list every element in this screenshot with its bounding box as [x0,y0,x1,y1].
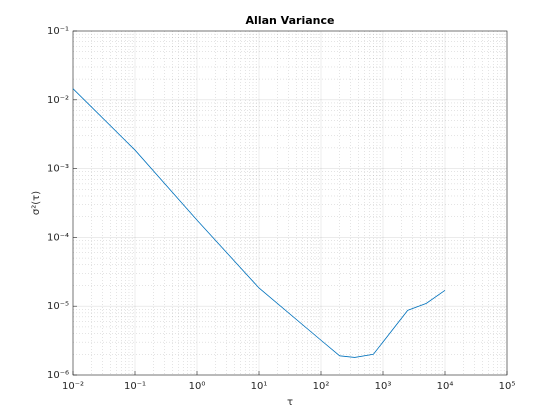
y-tick-label: 10⁻⁶ [47,370,69,381]
y-tick-label: 10⁻⁵ [47,301,69,312]
x-tick-label: 10⁴ [437,381,454,392]
x-tick-label: 10¹ [251,381,268,392]
line-series [72,88,446,358]
x-tick-label: 10² [313,381,330,392]
y-tick-label: 10⁻¹ [47,26,69,37]
y-tick-label: 10⁻² [47,95,69,106]
plot-area [73,31,507,375]
chart-title: Allan Variance [246,14,335,27]
x-tick-label: 10⁻¹ [124,381,146,392]
x-axis-label: τ [287,397,293,408]
x-tick-label: 10³ [375,381,392,392]
x-tick-label: 10⁰ [189,381,206,392]
x-tick-label: 10⁻² [62,381,84,392]
x-tick-label: 10⁵ [499,381,516,392]
y-tick-label: 10⁻³ [47,164,69,175]
y-axis-label: σ²(τ) [31,191,42,215]
axes-box [72,30,508,376]
y-tick-label: 10⁻⁴ [47,232,69,243]
